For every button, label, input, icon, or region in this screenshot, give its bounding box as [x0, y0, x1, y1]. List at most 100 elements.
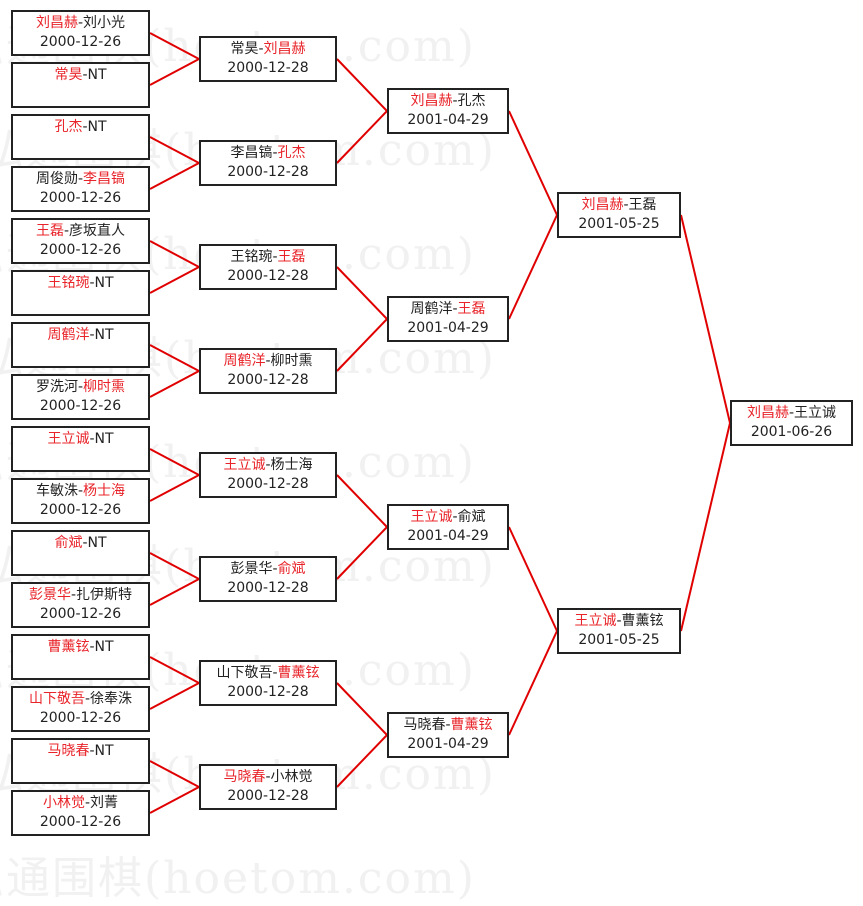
player-1-name: 常昊	[54, 67, 83, 83]
player-1-name: 王立诚	[223, 457, 266, 473]
separator: -	[82, 535, 88, 551]
separator: -	[89, 639, 95, 655]
separator: -	[272, 561, 278, 577]
match-box-round-2: 李昌镐-孔杰 2000-12-28	[199, 140, 337, 186]
connector-line	[149, 682, 200, 710]
player-1-name: 彭景华	[28, 587, 71, 603]
match-date: 2000-12-28	[227, 60, 309, 76]
player-2-name: 刘小光	[83, 15, 126, 31]
separator: -	[89, 431, 95, 447]
separator: -	[84, 795, 91, 811]
player-2-name: NT	[87, 119, 107, 135]
player-1-name: 孔杰	[54, 119, 83, 135]
connector-line	[149, 136, 200, 164]
match-date: 2000-12-26	[39, 606, 122, 622]
match-date: 2000-12-26	[39, 242, 122, 258]
player-2-name: 扎伊斯特	[76, 587, 133, 603]
player-2-name: 曹薰铉	[621, 613, 664, 629]
separator: -	[452, 301, 458, 317]
connector-line	[336, 734, 388, 788]
player-2-name: NT	[87, 535, 107, 551]
player-2-name: 孔杰	[277, 145, 306, 161]
match-date: 2000-12-28	[227, 580, 309, 596]
player-1-name: 王铭琬	[230, 249, 273, 265]
connector-line	[508, 214, 558, 320]
match-players: 马晓春-小林觉	[201, 768, 335, 787]
connector-line	[336, 58, 388, 112]
player-1-name: 罗洗河	[35, 379, 78, 395]
match-box-round-1: 小林觉-刘菁 2000-12-26	[11, 790, 150, 836]
separator: -	[265, 769, 271, 785]
player-2-name: 柳时熏	[83, 379, 126, 395]
player-2-name: NT	[94, 639, 114, 655]
player-1-name: 刘昌赫	[746, 405, 789, 421]
player-2-name: 彦坂直人	[69, 223, 126, 239]
match-players: 马晓春-曹薰铉	[389, 716, 507, 735]
match-box-round-1: 王铭琬-NT	[11, 270, 150, 316]
match-box-round-2: 常昊-刘昌赫 2000-12-28	[199, 36, 337, 82]
connector-line	[149, 344, 200, 372]
match-players: 周鹤洋-王磊	[389, 300, 507, 319]
separator: -	[452, 509, 458, 525]
separator: -	[89, 275, 95, 291]
connector-line	[149, 370, 200, 398]
match-box-round-2: 马晓春-小林觉 2000-12-28	[199, 764, 337, 810]
match-date: 2000-12-26	[39, 398, 122, 414]
match-players: 王铭琬-王磊	[201, 248, 335, 267]
separator: -	[272, 249, 278, 265]
player-1-name: 马晓春	[223, 769, 266, 785]
match-box-round-5: 刘昌赫-王立诚 2001-06-26	[730, 400, 853, 446]
watermark-text: 弘通围棋(hoetom.com)	[0, 853, 476, 904]
separator: -	[77, 483, 84, 499]
player-2-name: 曹薰铉	[450, 717, 493, 733]
player-1-name: 李昌镐	[230, 145, 273, 161]
match-players: 孔杰-NT	[13, 118, 148, 137]
player-1-name: 山下敬吾	[216, 665, 273, 681]
player-2-name: 杨士海	[270, 457, 313, 473]
match-players: 俞斌-NT	[13, 534, 148, 553]
connector-line	[149, 162, 200, 190]
match-box-round-1: 罗洗河-柳时熏 2000-12-26	[11, 374, 150, 420]
player-1-name: 王铭琬	[47, 275, 90, 291]
match-players: 王铭琬-NT	[13, 274, 148, 293]
separator: -	[623, 197, 629, 213]
connector-line	[508, 526, 558, 632]
match-players: 彭景华-扎伊斯特	[13, 586, 148, 605]
player-1-name: 王立诚	[47, 431, 90, 447]
player-1-name: 周俊勋	[35, 171, 78, 187]
match-date: 2001-05-25	[578, 632, 660, 648]
separator: -	[70, 587, 77, 603]
connector-line	[336, 474, 388, 528]
match-box-round-2: 周鹤洋-柳时熏 2000-12-28	[199, 348, 337, 394]
match-date: 2001-05-25	[578, 216, 660, 232]
match-date: 2000-12-28	[227, 372, 309, 388]
match-box-round-2: 彭景华-俞斌 2000-12-28	[199, 556, 337, 602]
separator: -	[788, 405, 795, 421]
match-box-round-1: 山下敬吾-徐奉洙 2000-12-26	[11, 686, 150, 732]
match-players: 刘昌赫-王立诚	[732, 404, 851, 423]
bracket-connectors	[149, 32, 731, 814]
match-players: 常昊-NT	[13, 66, 148, 85]
match-box-round-1: 曹薰铉-NT	[11, 634, 150, 680]
player-1-name: 周鹤洋	[410, 301, 453, 317]
player-2-name: 刘菁	[90, 795, 119, 811]
player-1-name: 马晓春	[403, 717, 446, 733]
match-box-round-3: 周鹤洋-王磊 2001-04-29	[387, 296, 509, 342]
separator: -	[84, 691, 91, 707]
connector-line	[149, 578, 200, 606]
separator: -	[452, 93, 458, 109]
match-date: 2000-12-26	[39, 814, 122, 830]
player-2-name: 刘昌赫	[263, 41, 306, 57]
match-players: 王磊-彦坂直人	[13, 222, 148, 241]
separator: -	[82, 67, 88, 83]
separator: -	[77, 171, 84, 187]
match-box-round-3: 马晓春-曹薰铉 2001-04-29	[387, 712, 509, 758]
player-2-name: 王立诚	[794, 405, 837, 421]
player-2-name: 杨士海	[83, 483, 126, 499]
match-date: 2000-12-28	[227, 268, 309, 284]
player-2-name: 俞斌	[277, 561, 306, 577]
match-players: 山下敬吾-徐奉洙	[13, 690, 148, 709]
connector-line	[149, 32, 200, 60]
match-players: 彭景华-俞斌	[201, 560, 335, 579]
match-box-round-1: 王立诚-NT	[11, 426, 150, 472]
